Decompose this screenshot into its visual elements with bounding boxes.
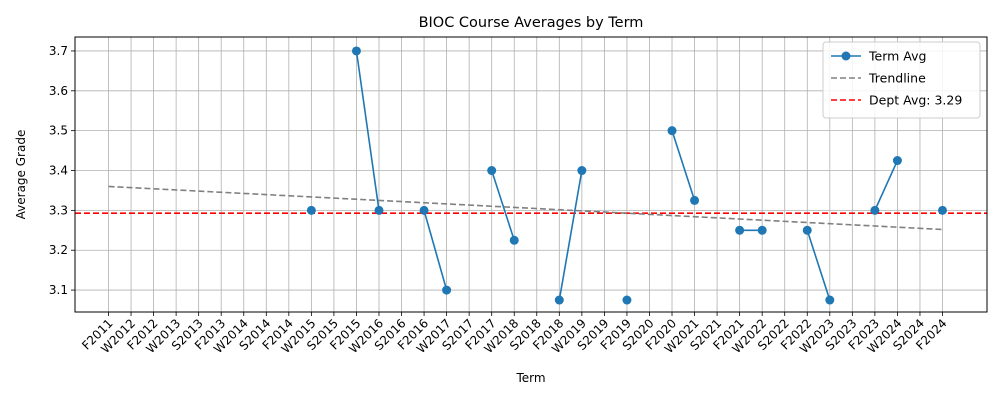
data-point xyxy=(442,285,452,295)
legend-box xyxy=(822,41,981,119)
series-line-segment xyxy=(874,160,899,211)
data-point xyxy=(509,235,519,245)
data-point xyxy=(735,225,745,235)
data-point xyxy=(667,126,677,136)
y-tick-label: 3.1 xyxy=(49,283,68,297)
legend-label: Term Avg xyxy=(868,49,926,64)
series-line-segment xyxy=(671,130,696,201)
chart-title: BIOC Course Averages by Term xyxy=(419,15,644,31)
data-point xyxy=(577,166,587,176)
trendline-group xyxy=(108,185,943,231)
series-group xyxy=(306,46,947,305)
y-tick-label: 3.3 xyxy=(49,203,68,217)
legend: Term Avg Trendline Dept Avg: 3.29 xyxy=(822,41,981,119)
y-tick-label: 3.5 xyxy=(49,124,68,138)
legend-label: Trendline xyxy=(868,71,926,86)
series-line-segment xyxy=(355,50,380,211)
data-point xyxy=(892,156,902,166)
y-tick-label: 3.4 xyxy=(49,164,68,178)
data-point xyxy=(419,205,429,215)
data-point xyxy=(757,225,767,235)
data-point xyxy=(938,205,947,215)
x-axis: F2011W2012F2012W2013S2013F2013W2014S2014… xyxy=(79,312,950,356)
data-point xyxy=(554,295,564,305)
x-axis-label: Term xyxy=(515,371,545,385)
y-tick-label: 3.6 xyxy=(49,84,68,98)
data-point xyxy=(802,225,812,235)
plot-frame xyxy=(74,36,988,313)
series-line-segment xyxy=(423,210,448,291)
y-tick-label: 3.2 xyxy=(49,243,68,257)
data-point xyxy=(870,205,880,215)
series-line-segment xyxy=(558,170,583,301)
data-point xyxy=(374,205,384,215)
series-line-segment xyxy=(806,230,831,301)
y-tick-label: 3.7 xyxy=(49,44,68,58)
y-axis: 3.1 3.2 3.3 3.4 3.5 3.6 3.7 xyxy=(49,44,75,297)
trendline xyxy=(108,185,943,231)
data-point xyxy=(690,195,700,205)
data-point xyxy=(351,46,361,56)
y-axis-label: Average Grade xyxy=(14,130,28,220)
data-point xyxy=(487,166,497,176)
data-point xyxy=(825,295,835,305)
data-point xyxy=(622,295,632,305)
legend-label: Dept Avg: 3.29 xyxy=(869,93,962,108)
legend-marker xyxy=(841,51,851,61)
data-point xyxy=(306,205,316,215)
series-line-segment xyxy=(490,170,515,241)
